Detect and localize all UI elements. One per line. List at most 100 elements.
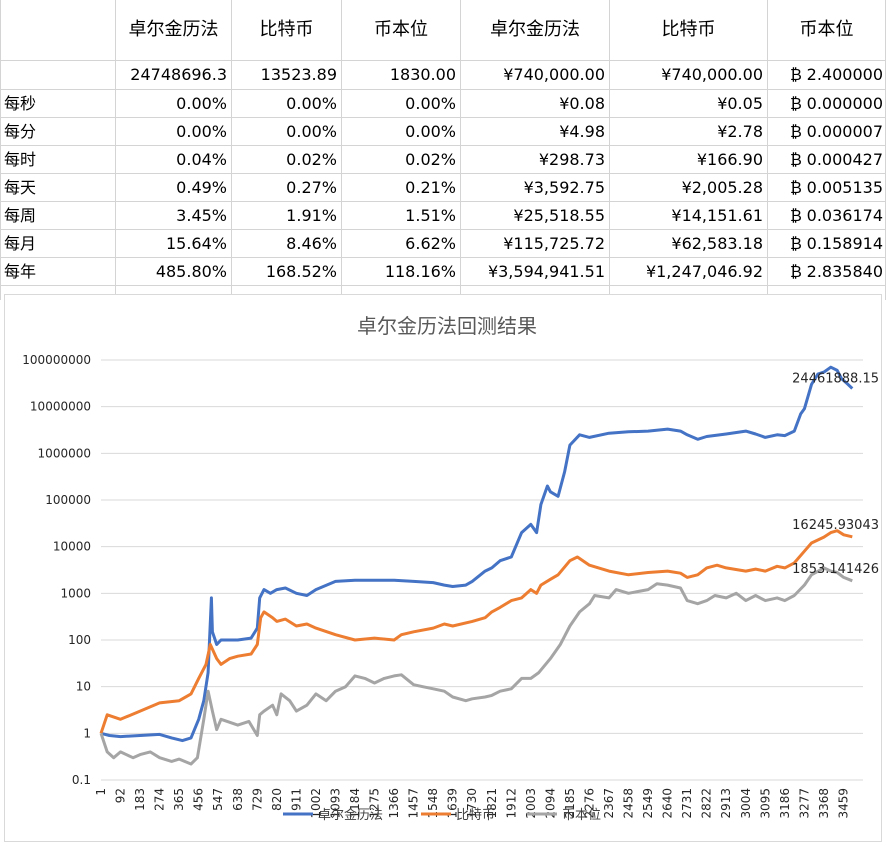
- bitcoin-icon: ₿: [790, 150, 802, 169]
- initial-btc[interactable]: 13523.89: [260, 65, 337, 84]
- initial-coin[interactable]: 1830.00: [389, 65, 456, 84]
- grid-line: [0, 60, 886, 61]
- cell-row-label[interactable]: 每时: [4, 150, 37, 169]
- x-tick-label: 1639: [446, 788, 460, 819]
- x-tick-label: 911: [289, 788, 303, 811]
- cell-zolkin-rate[interactable]: 0.04%: [176, 150, 227, 169]
- cell-coin-rate[interactable]: 1.51%: [405, 206, 456, 225]
- cell-coin-rate[interactable]: 0.00%: [405, 122, 456, 141]
- grid-line: [0, 89, 886, 90]
- cell-row-label[interactable]: 每天: [4, 178, 37, 197]
- cell-zolkin-value[interactable]: ¥298.73: [538, 150, 605, 169]
- cell-btc-rate[interactable]: 8.46%: [286, 234, 337, 253]
- cell-btc-rate[interactable]: 0.02%: [286, 150, 337, 169]
- coin-value: 0.000000: [806, 94, 883, 113]
- cell-row-label[interactable]: 每分: [4, 122, 37, 141]
- col-header-btc-rate[interactable]: 比特币: [259, 19, 314, 40]
- coin-value: 0.000427: [806, 150, 883, 169]
- cell-coin-rate[interactable]: 6.62%: [405, 234, 456, 253]
- grid-line: [0, 117, 886, 118]
- coin-value: 2.835840: [806, 262, 883, 281]
- cell-coin-value[interactable]: ₿ 0.158914: [768, 230, 885, 258]
- cell-zolkin-rate[interactable]: 3.45%: [176, 206, 227, 225]
- col-header-coin-value[interactable]: 币本位: [799, 19, 854, 40]
- legend-label: 币本位: [562, 808, 601, 823]
- grid-line: [0, 145, 886, 146]
- cell-zolkin-rate[interactable]: 0.00%: [176, 122, 227, 141]
- x-tick-label: 2276: [582, 788, 596, 819]
- y-tick-label: 1000000: [38, 446, 91, 460]
- grid-line: [0, 229, 886, 230]
- x-tick-label: 3277: [797, 788, 811, 819]
- x-tick-label: 1548: [426, 788, 440, 819]
- cell-zolkin-value[interactable]: ¥0.08: [559, 94, 605, 113]
- cell-coin-value[interactable]: ₿ 2.835840: [768, 258, 885, 286]
- y-tick-label: 1: [83, 726, 91, 740]
- initial-btc-value[interactable]: ¥740,000.00: [661, 65, 763, 84]
- cell-zolkin-rate[interactable]: 485.80%: [155, 262, 227, 281]
- cell-coin-value[interactable]: ₿ 0.005135: [768, 174, 885, 202]
- col-header-zolkin-rate[interactable]: 卓尔金历法: [128, 19, 219, 40]
- bitcoin-icon: ₿: [790, 206, 802, 225]
- initial-zolkin[interactable]: 24748696.3: [130, 65, 227, 84]
- cell-zolkin-rate[interactable]: 15.64%: [165, 234, 227, 253]
- cell-row-label[interactable]: 每月: [4, 234, 37, 253]
- cell-coin-value[interactable]: ₿ 0.000427: [768, 146, 885, 174]
- legend-item[interactable]: 比特币: [421, 808, 495, 823]
- cell-btc-rate[interactable]: 1.91%: [286, 206, 337, 225]
- cell-zolkin-rate[interactable]: 0.00%: [176, 94, 227, 113]
- cell-row-label[interactable]: 每秒: [4, 94, 37, 113]
- x-tick-label: 820: [270, 788, 284, 811]
- series-line-1: [99, 529, 853, 734]
- x-tick-label: 547: [211, 788, 225, 811]
- cell-coin-value[interactable]: ₿ 0.000000: [768, 90, 885, 118]
- initial-coin-value: 2.400000: [806, 65, 883, 84]
- x-tick-label: 729: [250, 788, 264, 811]
- y-tick-label: 100: [68, 633, 91, 647]
- x-tick-label: 274: [153, 788, 167, 811]
- bitcoin-icon: ₿: [790, 262, 802, 281]
- col-header-coin-rate[interactable]: 币本位: [374, 19, 428, 40]
- cell-zolkin-rate[interactable]: 0.49%: [176, 178, 227, 197]
- cell-coin-value[interactable]: ₿ 0.036174: [768, 202, 885, 230]
- cell-btc-value[interactable]: ¥2.78: [717, 122, 763, 141]
- legend-item[interactable]: 卓尔金历法: [283, 807, 383, 823]
- x-tick-label: 2549: [641, 788, 655, 819]
- coin-value: 0.158914: [806, 234, 883, 253]
- y-tick-label: 1000: [60, 586, 91, 600]
- cell-zolkin-value[interactable]: ¥3,592.75: [523, 178, 605, 197]
- cell-zolkin-value[interactable]: ¥3,594,941.51: [487, 262, 605, 281]
- cell-row-label[interactable]: 每周: [4, 206, 37, 225]
- grid-line: [0, 285, 886, 286]
- cell-btc-rate[interactable]: 168.52%: [265, 262, 337, 281]
- cell-btc-value[interactable]: ¥62,583.18: [671, 234, 763, 253]
- cell-coin-rate[interactable]: 118.16%: [384, 262, 456, 281]
- cell-btc-value[interactable]: ¥1,247,046.92: [645, 262, 763, 281]
- cell-btc-rate[interactable]: 0.27%: [286, 178, 337, 197]
- cell-btc-rate[interactable]: 0.00%: [286, 122, 337, 141]
- x-tick-label: 3186: [778, 788, 792, 819]
- cell-btc-value[interactable]: ¥2,005.28: [681, 178, 763, 197]
- legend-item[interactable]: 币本位: [527, 808, 601, 823]
- initial-coin-value-cell[interactable]: ₿ 2.400000: [768, 61, 885, 89]
- cell-zolkin-value[interactable]: ¥4.98: [559, 122, 605, 141]
- cell-coin-rate[interactable]: 0.02%: [405, 150, 456, 169]
- cell-btc-rate[interactable]: 0.00%: [286, 94, 337, 113]
- chart-svg: 卓尔金历法回测结果 0.1110100100010000100000100000…: [22, 314, 879, 823]
- cell-row-label[interactable]: 每年: [4, 262, 37, 281]
- col-header-zolkin-value[interactable]: 卓尔金历法: [490, 19, 580, 40]
- y-tick-label: 10000: [53, 540, 91, 554]
- cell-zolkin-value[interactable]: ¥115,725.72: [503, 234, 605, 253]
- cell-btc-value[interactable]: ¥166.90: [696, 150, 763, 169]
- col-header-btc-value[interactable]: 比特币: [661, 19, 716, 40]
- cell-btc-value[interactable]: ¥0.05: [717, 94, 763, 113]
- x-tick-label: 1366: [387, 788, 401, 819]
- cell-btc-value[interactable]: ¥14,151.61: [671, 206, 763, 225]
- initial-zolkin-value[interactable]: ¥740,000.00: [503, 65, 605, 84]
- cell-coin-rate[interactable]: 0.21%: [405, 178, 456, 197]
- cell-coin-rate[interactable]: 0.00%: [405, 94, 456, 113]
- cell-coin-value[interactable]: ₿ 0.000007: [768, 118, 885, 146]
- x-tick-label: 456: [192, 788, 206, 811]
- cell-zolkin-value[interactable]: ¥25,518.55: [513, 206, 605, 225]
- chart-title: 卓尔金历法回测结果: [357, 314, 537, 338]
